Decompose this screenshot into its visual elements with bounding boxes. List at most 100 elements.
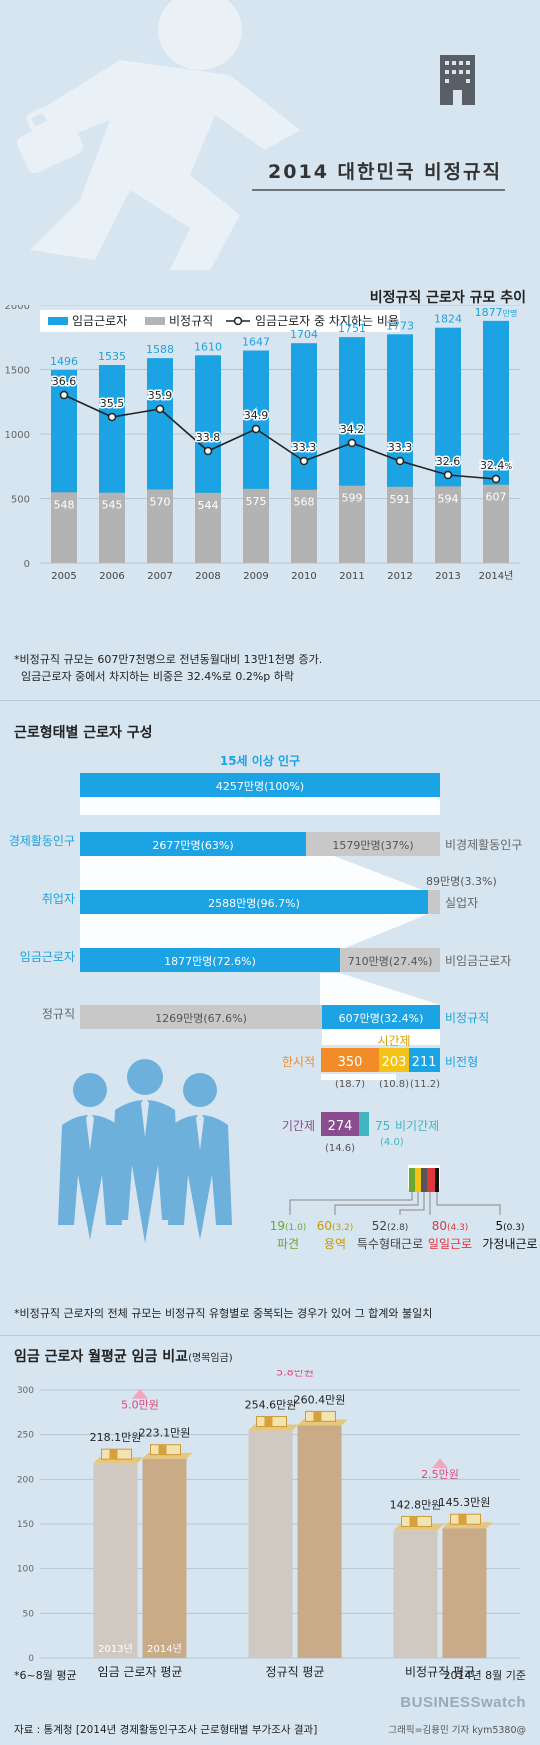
banknote-band — [409, 1516, 418, 1527]
section1-note: *비정규직 규모는 607만7천명으로 전년동월대비 13만1천명 증가. 임금… — [14, 651, 322, 685]
ratio-point — [443, 470, 453, 480]
nonreg-bar — [339, 485, 365, 563]
non-fixed-term-value: 75 — [375, 1119, 390, 1133]
y-tick-label: 200 — [17, 1475, 34, 1485]
legend-nonreg-swatch — [145, 317, 165, 325]
atypical-pct: (11.2) — [410, 1079, 440, 1090]
brand-name: BUSINESSwatch — [400, 1694, 526, 1711]
subtype-label: 일일근로 — [428, 1237, 472, 1251]
fixed-term-pct: (14.6) — [325, 1143, 355, 1154]
legend-wage-label: 임금근로자 — [72, 314, 127, 328]
banknote-band — [313, 1411, 322, 1422]
y-tick-label: 0 — [24, 559, 30, 570]
section3-title-row: 임금 근로자 월평균 임금 비교(명목임금) — [14, 1346, 233, 1366]
period-note: *6~8월 평균 — [14, 1669, 77, 1682]
subtype-value: 80(4.3) — [432, 1219, 469, 1233]
employed-value: 2588만명(96.7%) — [208, 897, 300, 910]
nonreg-value-label: 548 — [54, 498, 75, 511]
y-tick-label: 500 — [11, 495, 30, 506]
dispatch-stripe — [409, 1168, 415, 1192]
y-tick-label: 0 — [28, 1654, 34, 1664]
nonreg-value-label: 545 — [102, 499, 123, 512]
home-stripe — [435, 1168, 439, 1192]
parttime-value: 350 — [338, 1055, 363, 1070]
banknote-band — [458, 1514, 467, 1525]
running-man-icon — [16, 0, 300, 270]
non-fixed-term-box — [359, 1112, 369, 1136]
ratio-value-label: 34.9 — [244, 409, 269, 422]
econ-inactive-value: 1579만명(37%) — [332, 839, 413, 852]
wage-worker-bar — [80, 948, 340, 972]
increase-arrow-icon — [132, 1388, 148, 1399]
unemployed-value: 89만명(3.3%) — [426, 875, 497, 888]
ratio-line — [63, 394, 497, 480]
subtype-value: 52(2.8) — [372, 1219, 409, 1233]
nonreg-value-label: 594 — [438, 492, 459, 505]
ratio-point — [155, 404, 165, 414]
x-tick-label: 2014년 — [479, 570, 514, 582]
nonregular-label: 비정규직 — [445, 1011, 489, 1025]
year-label: 2013년 — [98, 1643, 133, 1655]
non-wage-bar — [340, 948, 440, 972]
building-icon — [440, 55, 475, 105]
legend-wage-swatch — [48, 317, 68, 325]
nonreg-bar — [147, 489, 173, 563]
fixed-term-label: 기간제 — [282, 1119, 315, 1133]
increase-label: 5.8만원 — [276, 1370, 314, 1378]
subtype-label: 가정내근로 — [482, 1237, 537, 1251]
non-fixed-term-label: 비기간제 — [395, 1119, 439, 1133]
nonreg-bar — [483, 484, 509, 563]
daily-stripe — [427, 1168, 435, 1192]
brand-logo: BUSINESSwatch — [400, 1694, 526, 1711]
date-note: 2014년 8월 기준 — [443, 1669, 526, 1682]
employed-bar — [80, 890, 428, 914]
parttime-label: 한시적 — [282, 1055, 315, 1069]
ratio-value-label: 32.4% — [480, 459, 513, 472]
ratio-point — [107, 412, 117, 422]
wage-value-label: 254.6만원 — [245, 1399, 297, 1412]
wage-worker-value: 1877만명(72.6%) — [164, 955, 256, 968]
econ-inactive-label: 비경제활동인구 — [445, 838, 522, 852]
nonregular-value: 607만명(32.4%) — [339, 1012, 424, 1025]
nonreg-bar — [99, 492, 125, 563]
nonreg-bar — [387, 486, 413, 563]
section3-title: 임금 근로자 월평균 임금 비교 — [14, 1349, 189, 1365]
wage-value-label: 1610 — [194, 340, 222, 353]
y-tick-label: 1500 — [5, 366, 30, 377]
section1-title: 비정규직 근로자 규모 추이 — [369, 290, 526, 306]
ratio-value-label: 32.6 — [436, 455, 461, 468]
ratio-point — [203, 446, 213, 456]
nonreg-value-label: 570 — [150, 495, 171, 508]
wage-value-label: 1647 — [242, 336, 270, 349]
ratio-point — [491, 474, 501, 484]
x-tick-label: 2006 — [99, 571, 124, 582]
section3-title-suffix: (명목임금) — [188, 1353, 233, 1364]
econ-active-label: 경제활동인구 — [9, 834, 75, 848]
wage-2014-bar — [142, 1458, 187, 1658]
wage-value-label: 1877만명 — [475, 306, 518, 319]
nonreg-value-label: 607 — [486, 491, 507, 504]
employed-label: 취업자 — [42, 892, 75, 906]
fixed-term-box — [321, 1112, 359, 1136]
nonreg-bar — [195, 492, 221, 563]
special-stripe — [421, 1168, 427, 1192]
category-label: 비정규직 평균 — [405, 1665, 475, 1679]
hourly-pct: (10.8) — [379, 1079, 409, 1090]
unemployed-label: 실업자 — [445, 896, 478, 910]
nonregular-bar — [322, 1005, 440, 1029]
x-tick-label: 2012 — [387, 571, 412, 582]
wage-value-label: 142.8만원 — [390, 1498, 442, 1511]
hourly-label: 시간제 — [377, 1034, 410, 1048]
non-fixed-term-pct: (4.0) — [380, 1137, 404, 1148]
divider — [0, 700, 540, 701]
page-title: 2014 대한민국 비정규직 — [268, 161, 502, 183]
ratio-point — [59, 390, 69, 400]
people-icon — [58, 1059, 232, 1243]
unemployed-bar — [428, 890, 440, 914]
subtype-value: 60(3.2) — [317, 1219, 354, 1233]
header-illustration: 2014 대한민국 비정규직 — [16, 0, 505, 270]
composition-diagram: 15세 이상 인구 4257만명(100%) 경제활동인구 2677만명(63%… — [9, 755, 538, 1251]
subtype-label: 파견 — [277, 1237, 299, 1251]
wage-2013-bar — [393, 1530, 438, 1658]
section1-note-line2: 임금근로자 중에서 차지하는 비중은 32.4%로 0.2%p 하락 — [14, 670, 295, 683]
